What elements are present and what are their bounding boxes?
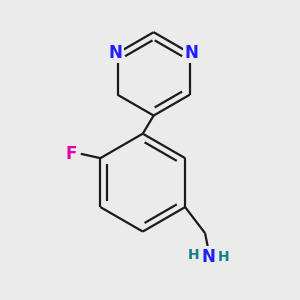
Text: N: N	[184, 44, 199, 62]
Text: N: N	[109, 44, 123, 62]
Text: N: N	[202, 248, 216, 266]
Text: H: H	[188, 248, 199, 262]
Text: H: H	[218, 250, 230, 265]
Text: F: F	[66, 145, 77, 163]
